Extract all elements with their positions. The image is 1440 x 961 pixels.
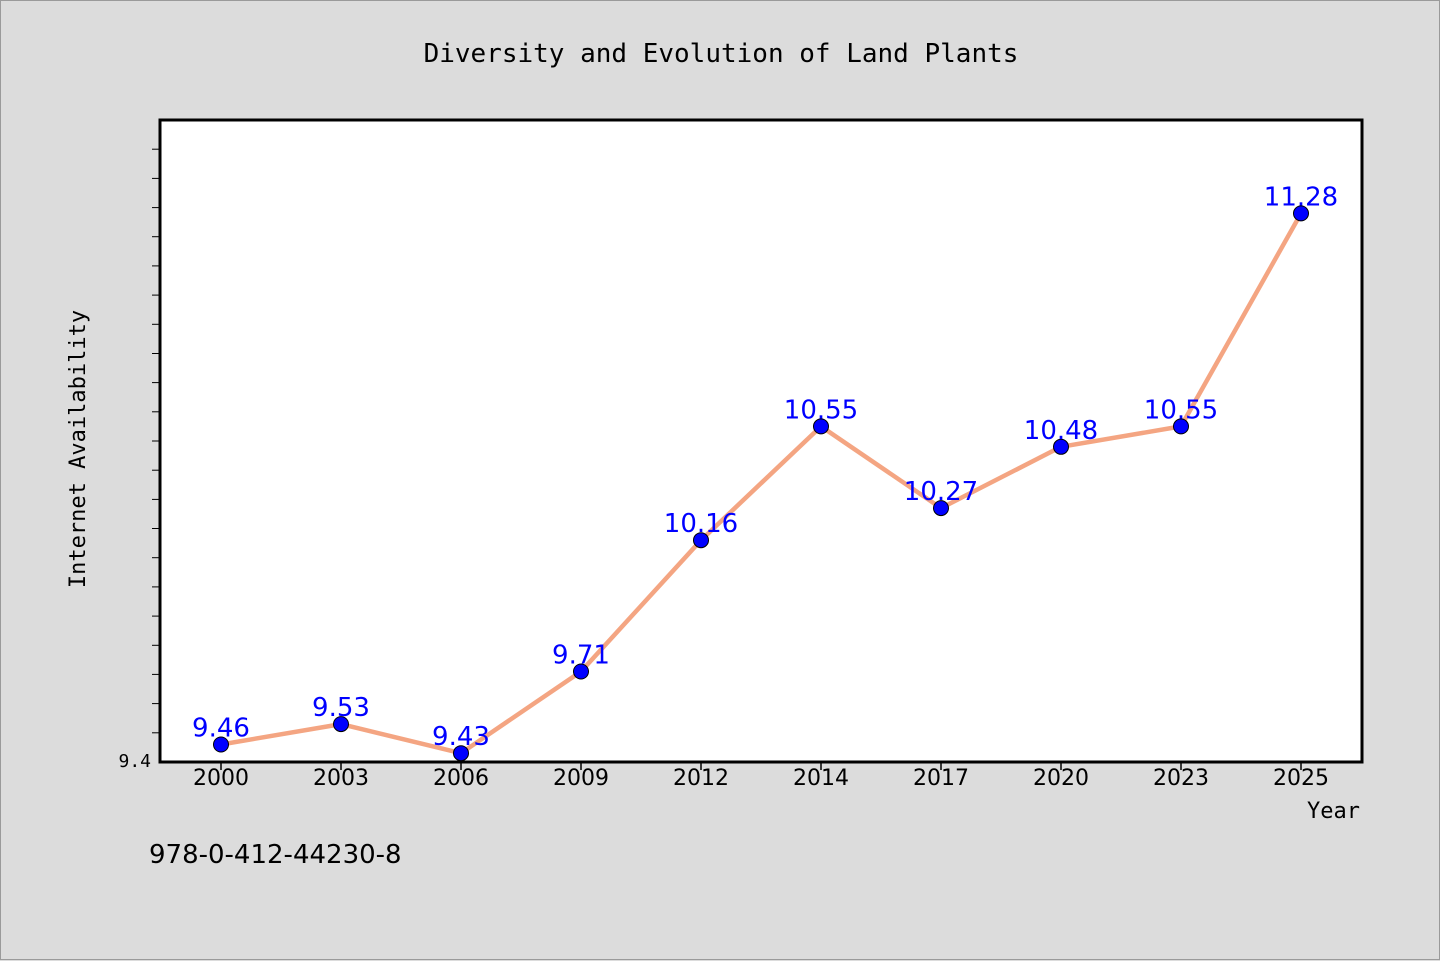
y-tick-label: 9.4 bbox=[118, 751, 151, 772]
x-axis-ticks bbox=[220, 762, 1302, 770]
y-axis-ticks bbox=[152, 148, 160, 734]
data-label: 10.48 bbox=[1024, 416, 1098, 446]
x-tick-label: 2000 bbox=[193, 766, 249, 791]
data-label: 9.53 bbox=[312, 693, 370, 723]
data-label: 11.28 bbox=[1264, 182, 1338, 212]
footer-isbn-text: 978-0-412-44230-8 bbox=[149, 840, 402, 870]
data-point bbox=[933, 500, 949, 517]
data-points bbox=[213, 205, 1309, 762]
data-point bbox=[693, 532, 709, 549]
data-label: 9.43 bbox=[432, 722, 490, 752]
x-tick-label: 2025 bbox=[1273, 766, 1329, 791]
x-tick-label: 2017 bbox=[913, 766, 969, 791]
data-point bbox=[213, 736, 229, 753]
x-tick-label: 2023 bbox=[1153, 766, 1209, 791]
data-point bbox=[573, 663, 589, 680]
data-label: 9.71 bbox=[552, 641, 610, 671]
x-tick-label: 2014 bbox=[793, 766, 849, 791]
data-label: 10.55 bbox=[784, 395, 858, 425]
x-tick-label: 2020 bbox=[1033, 766, 1089, 791]
data-point bbox=[813, 418, 829, 435]
data-label: 10.16 bbox=[664, 509, 738, 539]
series-line bbox=[218, 211, 1304, 756]
data-label: 10.27 bbox=[904, 477, 978, 507]
data-label: 9.46 bbox=[192, 714, 250, 744]
x-tick-label: 2012 bbox=[673, 766, 729, 791]
data-point bbox=[1053, 438, 1069, 455]
data-point bbox=[1173, 418, 1189, 435]
x-tick-label: 2009 bbox=[553, 766, 609, 791]
y-axis-label: Internet Availability bbox=[66, 310, 91, 588]
x-tick-label: 2003 bbox=[313, 766, 369, 791]
chart-title: Diversity and Evolution of Land Plants bbox=[424, 39, 1019, 69]
plot-area bbox=[158, 118, 1364, 764]
data-point bbox=[453, 745, 469, 762]
data-label: 10.55 bbox=[1144, 395, 1218, 425]
x-tick-labels: 2000 2003 2006 2009 2012 2014 2017 2020 2023 2025 bbox=[193, 766, 1329, 791]
data-point bbox=[1293, 205, 1309, 222]
x-axis-label: Year bbox=[1307, 799, 1360, 824]
data-labels: 9.46 9.53 9.43 9.71 10.16 10.55 10.27 10.48 10.5… bbox=[192, 182, 1338, 752]
x-tick-label: 2006 bbox=[433, 766, 489, 791]
data-point bbox=[333, 716, 349, 733]
